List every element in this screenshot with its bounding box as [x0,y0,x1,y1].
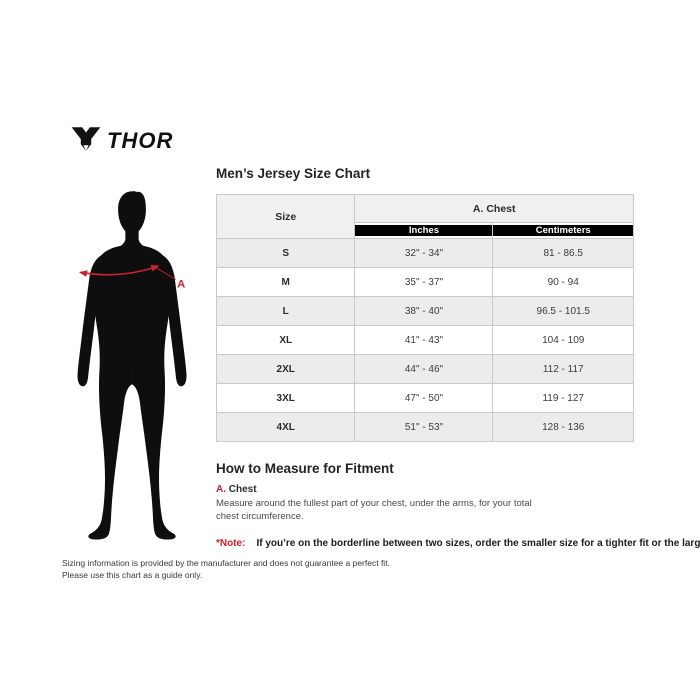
measure-item-chest: A. Chest Measure around the fullest part… [216,484,556,523]
centimeters-cell: 112 - 117 [492,354,634,384]
centimeters-cell: 96.5 - 101.5 [492,296,634,326]
inches-cell: 35" - 37" [354,267,494,297]
table-row: S 32" - 34" 81 - 86.5 [215,238,634,268]
table-row: 3XL 47" - 50" 119 - 127 [215,383,634,413]
disclaimer-line-2: Please use this chart as a guide only. [62,570,203,580]
table-row: M 35" - 37" 90 - 94 [215,267,634,297]
note-label: *Note: [216,538,246,549]
inches-cell: 51" - 53" [354,412,494,442]
silhouette-head [117,191,147,248]
size-cell: L [215,296,356,326]
inches-cell: 47" - 50" [354,383,494,413]
note-text: If you’re on the borderline between two … [256,538,700,549]
size-cell: 4XL [215,412,356,442]
size-chart-title: Men’s Jersey Size Chart [216,166,371,181]
measure-item-label: A. Chest [216,484,556,495]
table-row: 4XL 51" - 53" 128 - 136 [215,412,634,442]
centimeters-cell: 81 - 86.5 [492,238,634,268]
measure-item-letter: A. [216,484,226,495]
unit-header-inches-cell: Inches [354,222,494,239]
size-chart-table: Size A. Chest Inches Centimeters S 32" -… [215,194,634,442]
unit-header-inches: Inches [355,225,493,236]
size-cell: S [215,238,356,268]
centimeters-cell: 128 - 136 [492,412,634,442]
body-silhouette: A [77,191,187,540]
measure-item-description: Measure around the fullest part of your … [216,498,532,522]
disclaimer-line-1: Sizing information is provided by the ma… [62,558,390,568]
centimeters-cell: 90 - 94 [492,267,634,297]
table-row: XL 41" - 43" 104 - 109 [215,325,634,355]
silhouette-right-arm [163,255,187,387]
centimeters-cell: 104 - 109 [492,325,634,355]
size-cell: 2XL [215,354,356,384]
thor-horns-icon [71,126,101,152]
silhouette-left-leg [88,369,133,540]
inches-cell: 32" - 34" [354,238,494,268]
size-cell: 3XL [215,383,356,413]
silhouette-left-arm [77,255,101,387]
chest-measure-arrow [78,264,177,280]
table-row: 2XL 44" - 46" 112 - 117 [215,354,634,384]
measure-item-name: Chest [228,484,257,495]
size-cell: XL [215,325,356,355]
thor-logo: THOR [71,126,173,152]
unit-header-centimeters: Centimeters [493,225,633,236]
silhouette-right-leg [132,369,176,540]
inches-cell: 41" - 43" [354,325,494,355]
silhouette-torso [93,245,171,369]
thor-wordmark: THOR [107,127,174,153]
size-cell: M [215,267,356,297]
column-header-size: Size [215,194,356,239]
disclaimer: Sizing information is provided by the ma… [62,557,390,581]
inches-cell: 38" - 40" [354,296,494,326]
chest-annotation-label: A [177,278,185,290]
inches-cell: 44" - 46" [354,354,494,384]
column-header-chest: A. Chest [354,194,634,223]
note: *Note: If you’re on the borderline betwee… [216,538,700,549]
table-row: L 38" - 40" 96.5 - 101.5 [215,296,634,326]
unit-header-centimeters-cell: Centimeters [492,222,634,239]
measure-section-title: How to Measure for Fitment [216,461,394,476]
centimeters-cell: 119 - 127 [492,383,634,413]
